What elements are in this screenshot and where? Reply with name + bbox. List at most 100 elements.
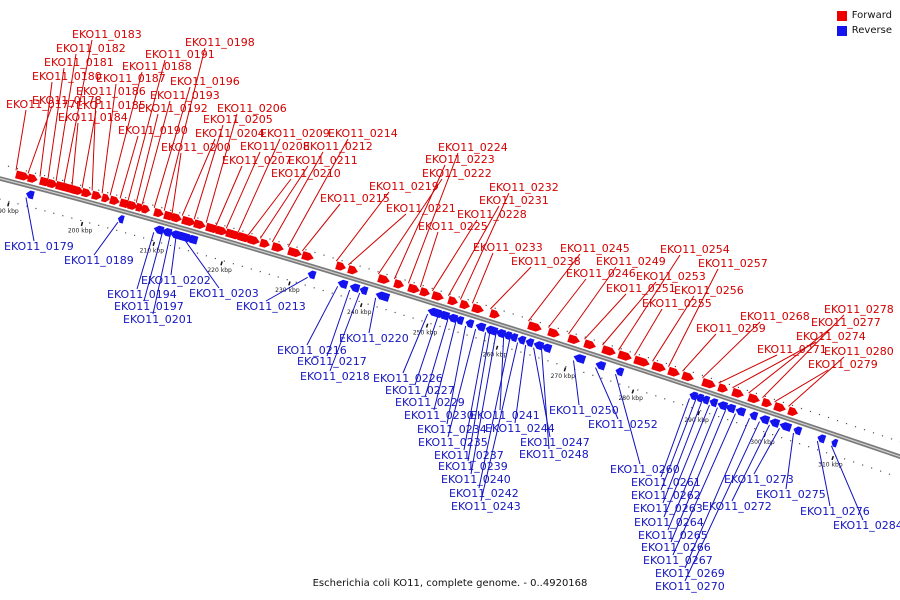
reverse-gene[interactable]	[117, 214, 125, 224]
forward-gene[interactable]	[419, 287, 431, 298]
forward-gene[interactable]	[567, 334, 581, 345]
reverse-gene[interactable]	[830, 438, 839, 448]
forward-gene[interactable]	[681, 371, 695, 382]
reverse-gene[interactable]	[488, 326, 499, 336]
forward-gene[interactable]	[287, 246, 303, 259]
reverse-gene[interactable]	[694, 393, 705, 403]
reverse-gene[interactable]	[426, 306, 443, 319]
minor-tick	[619, 383, 621, 385]
reverse-gene[interactable]	[748, 410, 759, 421]
forward-gene[interactable]	[271, 242, 285, 253]
forward-gene[interactable]	[547, 327, 561, 339]
reverse-gene[interactable]	[778, 421, 793, 432]
reverse-gene[interactable]	[816, 433, 827, 444]
reverse-gene[interactable]	[768, 417, 781, 428]
forward-gene[interactable]	[81, 188, 93, 198]
forward-gene[interactable]	[617, 350, 633, 362]
forward-gene[interactable]	[193, 219, 207, 230]
forward-gene[interactable]	[393, 279, 405, 290]
reverse-gene[interactable]	[454, 315, 465, 326]
reverse-gene[interactable]	[175, 231, 191, 243]
forward-gene[interactable]	[347, 265, 359, 276]
reverse-gene[interactable]	[594, 360, 607, 371]
forward-gene[interactable]	[247, 235, 261, 246]
reverse-gene[interactable]	[508, 332, 519, 343]
reverse-gene[interactable]	[153, 224, 165, 235]
forward-gene[interactable]	[747, 393, 761, 404]
forward-gene[interactable]	[215, 225, 229, 237]
forward-gene[interactable]	[471, 303, 485, 314]
reverse-gene[interactable]	[337, 278, 349, 290]
forward-gene-label: EKO11_0205	[203, 113, 273, 126]
reverse-gene[interactable]	[502, 330, 513, 341]
reverse-gene[interactable]	[792, 425, 803, 436]
forward-gene[interactable]	[489, 309, 501, 320]
forward-gene[interactable]	[101, 193, 111, 203]
reverse-gene[interactable]	[572, 353, 587, 364]
forward-gene[interactable]	[667, 366, 681, 378]
reverse-gene[interactable]	[516, 335, 527, 345]
reverse-gene[interactable]	[688, 391, 699, 401]
forward-gene[interactable]	[447, 295, 459, 307]
reverse-gene[interactable]	[494, 328, 507, 339]
forward-gene[interactable]	[459, 299, 471, 311]
reverse-gene[interactable]	[734, 406, 747, 417]
forward-gene[interactable]	[731, 387, 745, 399]
reverse-gene[interactable]	[185, 234, 199, 245]
forward-gene[interactable]	[171, 213, 183, 223]
forward-gene[interactable]	[181, 215, 197, 228]
reverse-gene[interactable]	[700, 395, 711, 405]
forward-gene[interactable]	[717, 383, 729, 394]
reverse-gene[interactable]	[161, 227, 173, 238]
forward-gene[interactable]	[109, 195, 121, 206]
reverse-gene[interactable]	[307, 269, 317, 280]
reverse-gene[interactable]	[446, 312, 459, 324]
forward-gene[interactable]	[91, 190, 103, 201]
forward-gene[interactable]	[761, 397, 773, 409]
forward-gene[interactable]	[787, 406, 799, 418]
forward-gene[interactable]	[127, 200, 139, 211]
forward-gene[interactable]	[26, 173, 39, 184]
forward-gene[interactable]	[583, 339, 597, 350]
reverse-gene[interactable]	[474, 321, 487, 332]
forward-gene[interactable]	[431, 290, 445, 302]
reverse-gene[interactable]	[708, 397, 719, 408]
reverse-gene[interactable]	[374, 290, 391, 302]
forward-gene[interactable]	[407, 283, 421, 294]
minor-tick	[404, 279, 406, 281]
kbp-tick-label: 210 kbp	[140, 248, 165, 255]
reverse-gene[interactable]	[532, 340, 545, 351]
reverse-gene[interactable]	[758, 414, 771, 425]
reverse-gene[interactable]	[436, 309, 451, 321]
forward-gene[interactable]	[225, 228, 243, 241]
minor-tick	[377, 271, 379, 273]
forward-gene[interactable]	[377, 274, 391, 285]
forward-gene[interactable]	[601, 345, 617, 357]
forward-gene[interactable]	[701, 378, 717, 390]
forward-gene[interactable]	[153, 207, 165, 218]
reverse-gene[interactable]	[716, 400, 729, 411]
reverse-gene[interactable]	[349, 282, 361, 293]
forward-gene[interactable]	[301, 251, 315, 262]
forward-gene[interactable]	[335, 261, 347, 272]
forward-gene[interactable]	[71, 185, 85, 196]
forward-gene[interactable]	[773, 402, 787, 413]
forward-gene[interactable]	[651, 361, 667, 373]
forward-gene[interactable]	[237, 232, 253, 244]
forward-gene-label: EKO11_0207	[222, 154, 292, 167]
forward-gene[interactable]	[135, 202, 145, 213]
reverse-gene[interactable]	[25, 190, 35, 200]
forward-gene[interactable]	[141, 204, 151, 215]
reverse-gene[interactable]	[614, 366, 625, 377]
forward-gene[interactable]	[15, 170, 31, 182]
reverse-gene[interactable]	[524, 337, 535, 348]
forward-gene[interactable]	[527, 321, 543, 333]
forward-gene[interactable]	[46, 178, 59, 189]
reverse-gene[interactable]	[724, 403, 737, 414]
forward-gene[interactable]	[259, 238, 271, 250]
reverse-gene[interactable]	[540, 342, 553, 353]
reverse-gene[interactable]	[464, 318, 475, 329]
forward-gene[interactable]	[633, 355, 651, 369]
reverse-gene[interactable]	[359, 285, 369, 296]
forward-gene-label: EKO11_0186	[76, 85, 146, 98]
